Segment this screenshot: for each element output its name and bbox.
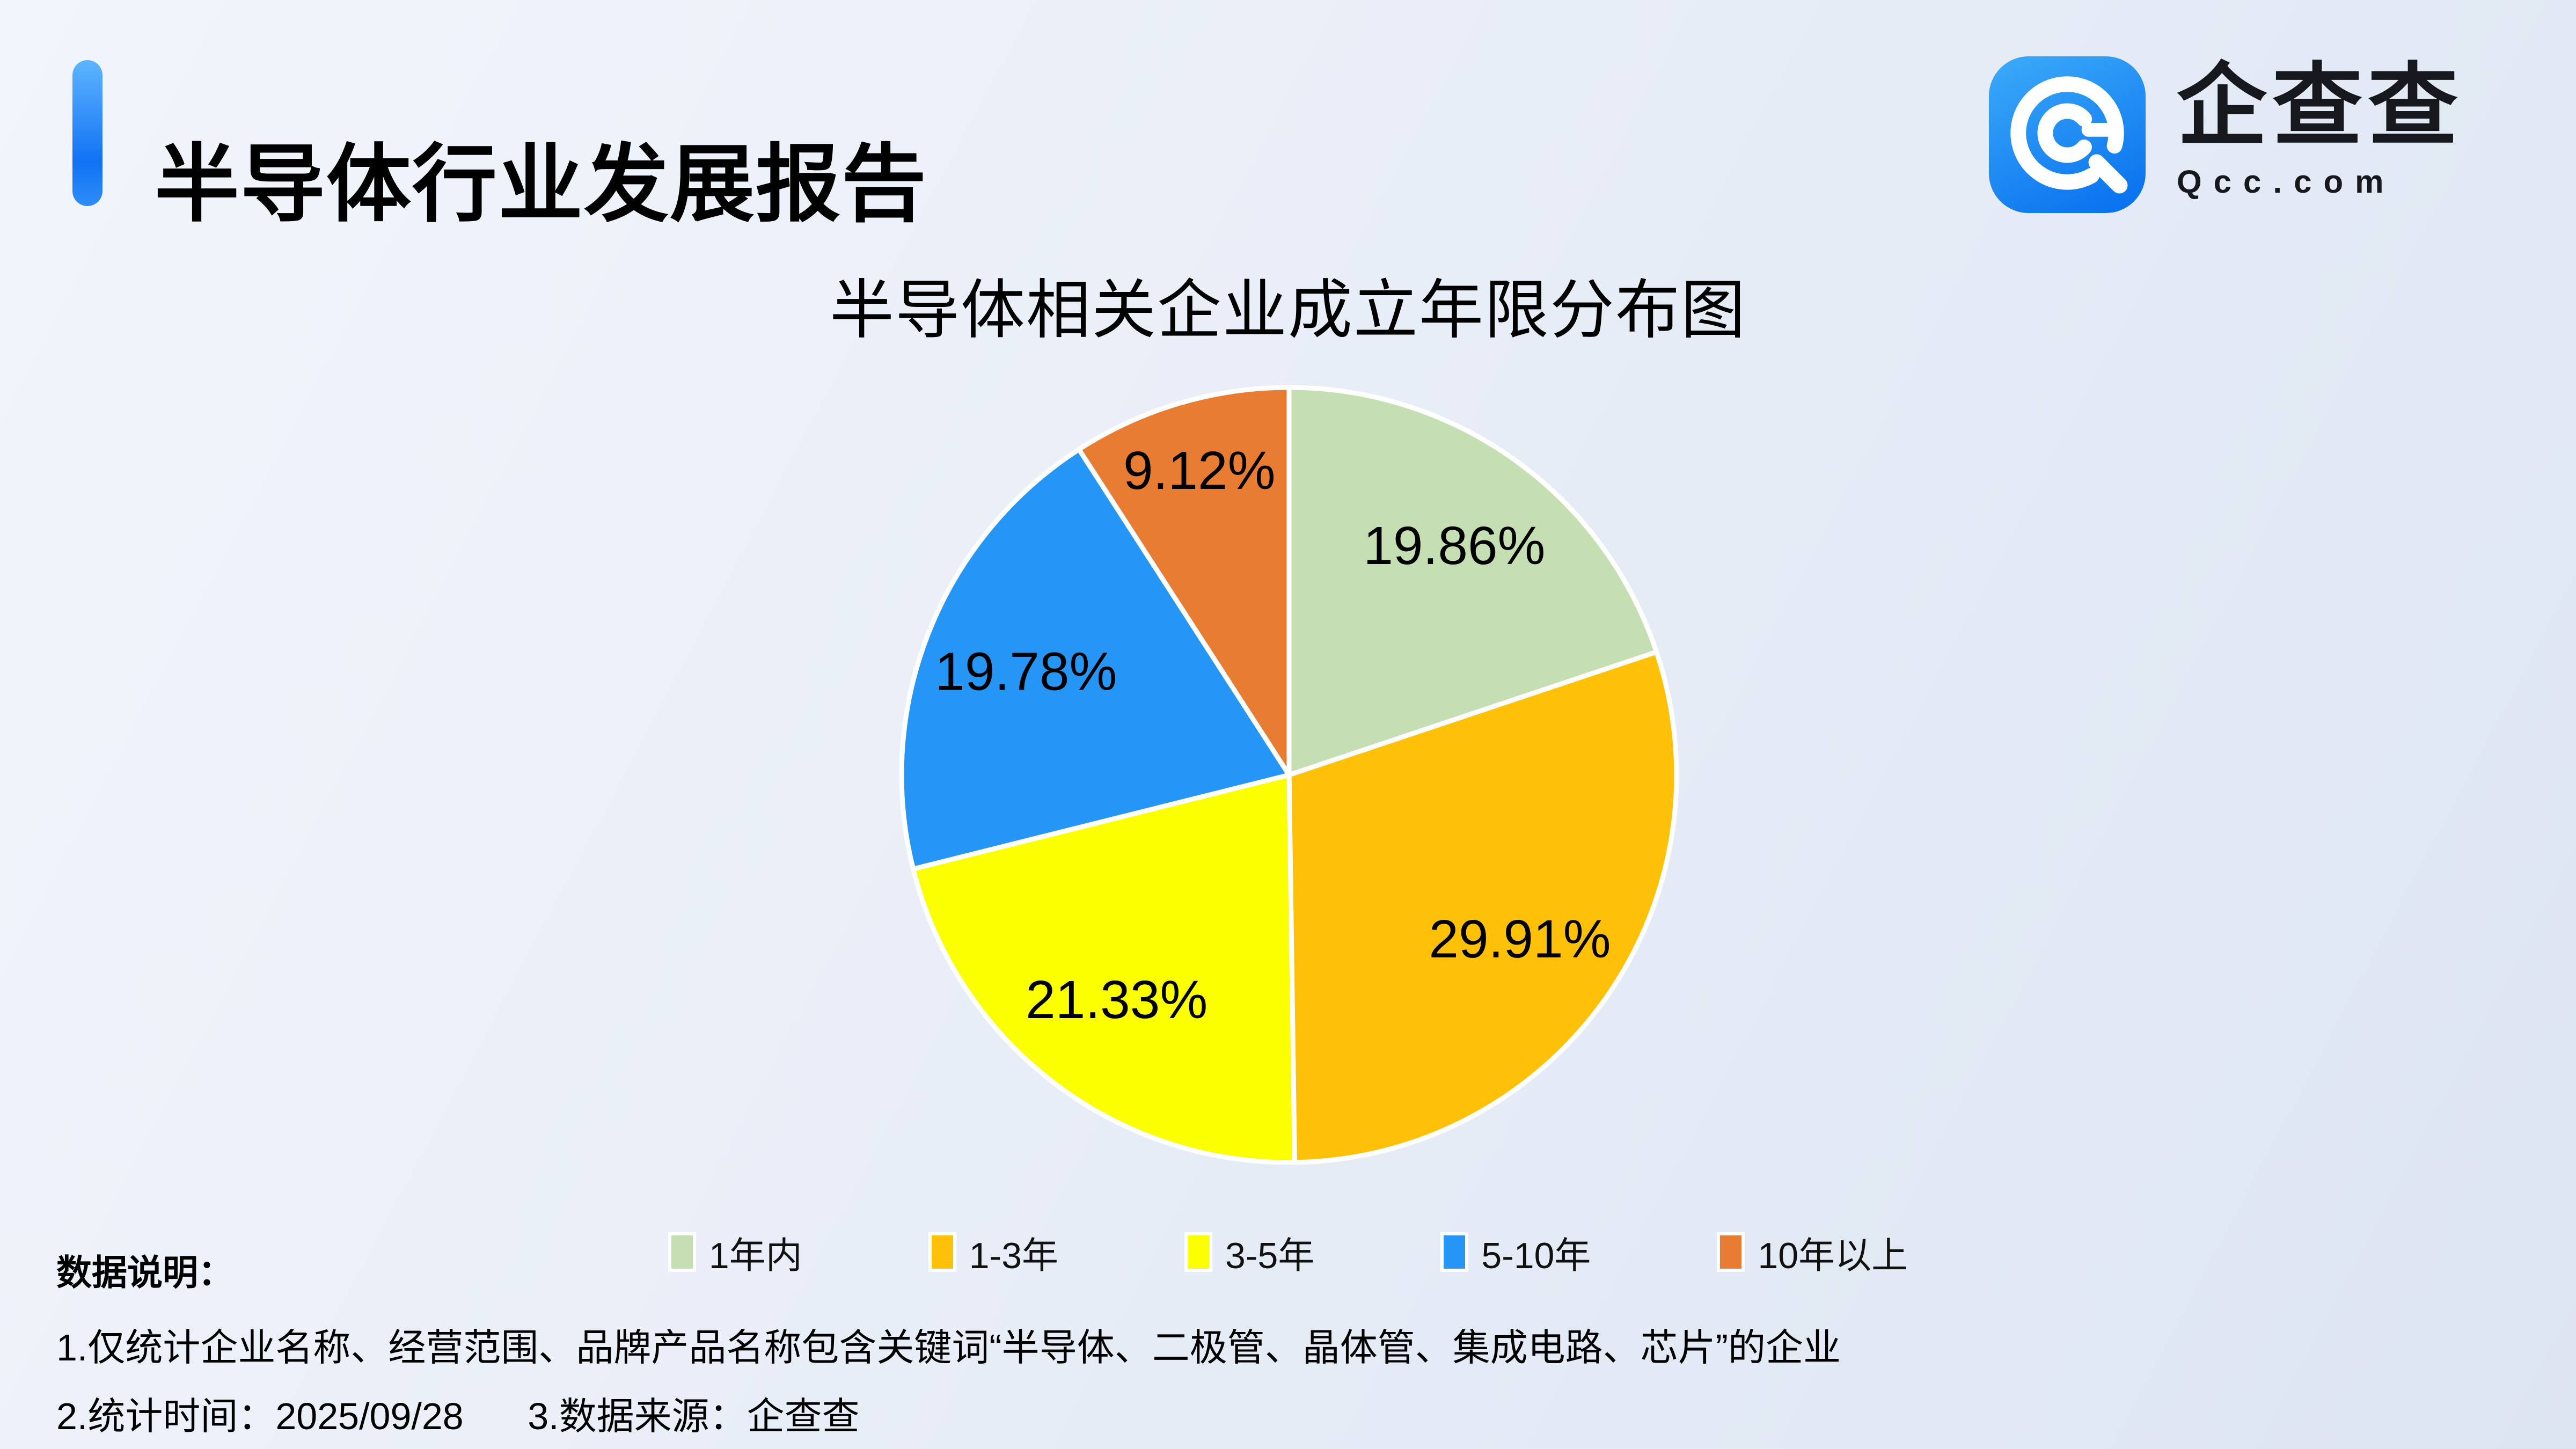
- legend: 1年内 1-3年 3-5年 5-10年 10年以上: [0, 1228, 2576, 1276]
- legend-swatch-5: [1717, 1232, 1745, 1272]
- qcc-logo: 企查查 Qcc.com: [1989, 56, 2463, 213]
- chart-title: 半导体相关企业成立年限分布图: [830, 274, 1746, 346]
- qcc-logo-domain: Qcc.com: [2177, 163, 2396, 200]
- qcc-logo-icon: [1989, 56, 2146, 213]
- pie-slice-3: [911, 772, 1297, 1165]
- pie-label-3: 21.33%: [1026, 970, 1208, 1030]
- pie-slice-5: [1077, 385, 1292, 778]
- legend-label-2: 1-3年: [969, 1235, 1059, 1276]
- legend-label-4: 5-10年: [1481, 1235, 1591, 1276]
- page-title: 半导体行业发展报告: [155, 137, 927, 232]
- qcc-logo-text: 企查查 Qcc.com: [2177, 56, 2463, 200]
- qcc-logo-brand: 企查查: [2177, 55, 2463, 156]
- legend-swatch-3: [1184, 1232, 1213, 1272]
- legend-item-4: 5-10年: [1440, 1226, 1591, 1279]
- pie-slice-4: [899, 447, 1292, 872]
- pie-label-4: 19.78%: [935, 641, 1117, 701]
- legend-item-5: 10年以上: [1717, 1226, 1908, 1279]
- pie-chart: 19.86% 29.91% 21.33% 19.78% 9.12%: [899, 385, 1679, 1165]
- legend-label-5: 10年以上: [1758, 1235, 1908, 1276]
- legend-item-3: 3-5年: [1184, 1226, 1314, 1279]
- pie-label-5: 9.12%: [1123, 441, 1276, 501]
- legend-item-2: 1-3年: [928, 1226, 1058, 1279]
- note-stat-time: 2.统计时间：2025/09/28: [56, 1395, 464, 1437]
- legend-swatch-2: [928, 1232, 956, 1272]
- pie-label-1: 19.86%: [1363, 516, 1545, 576]
- title-accent-bar: [72, 60, 103, 206]
- pie-slice-1: [1286, 385, 1659, 778]
- legend-label-1: 1年内: [708, 1235, 802, 1276]
- legend-item-1: 1年内: [668, 1226, 802, 1279]
- legend-swatch-4: [1440, 1232, 1469, 1272]
- note-line-1: 1.仅统计企业名称、经营范围、品牌产品名称包含关键词“半导体、二极管、晶体管、集…: [56, 1327, 1841, 1368]
- legend-swatch-1: [668, 1232, 696, 1272]
- note-data-source: 3.数据来源：企查查: [528, 1395, 860, 1437]
- pie-slice-2: [1286, 649, 1679, 1165]
- pie-label-2: 29.91%: [1429, 909, 1611, 969]
- note-line-2: 2.统计时间：2025/09/28 3.数据来源：企查查: [56, 1386, 860, 1440]
- notes-heading: 数据说明：: [56, 1253, 233, 1292]
- legend-label-3: 3-5年: [1225, 1235, 1315, 1276]
